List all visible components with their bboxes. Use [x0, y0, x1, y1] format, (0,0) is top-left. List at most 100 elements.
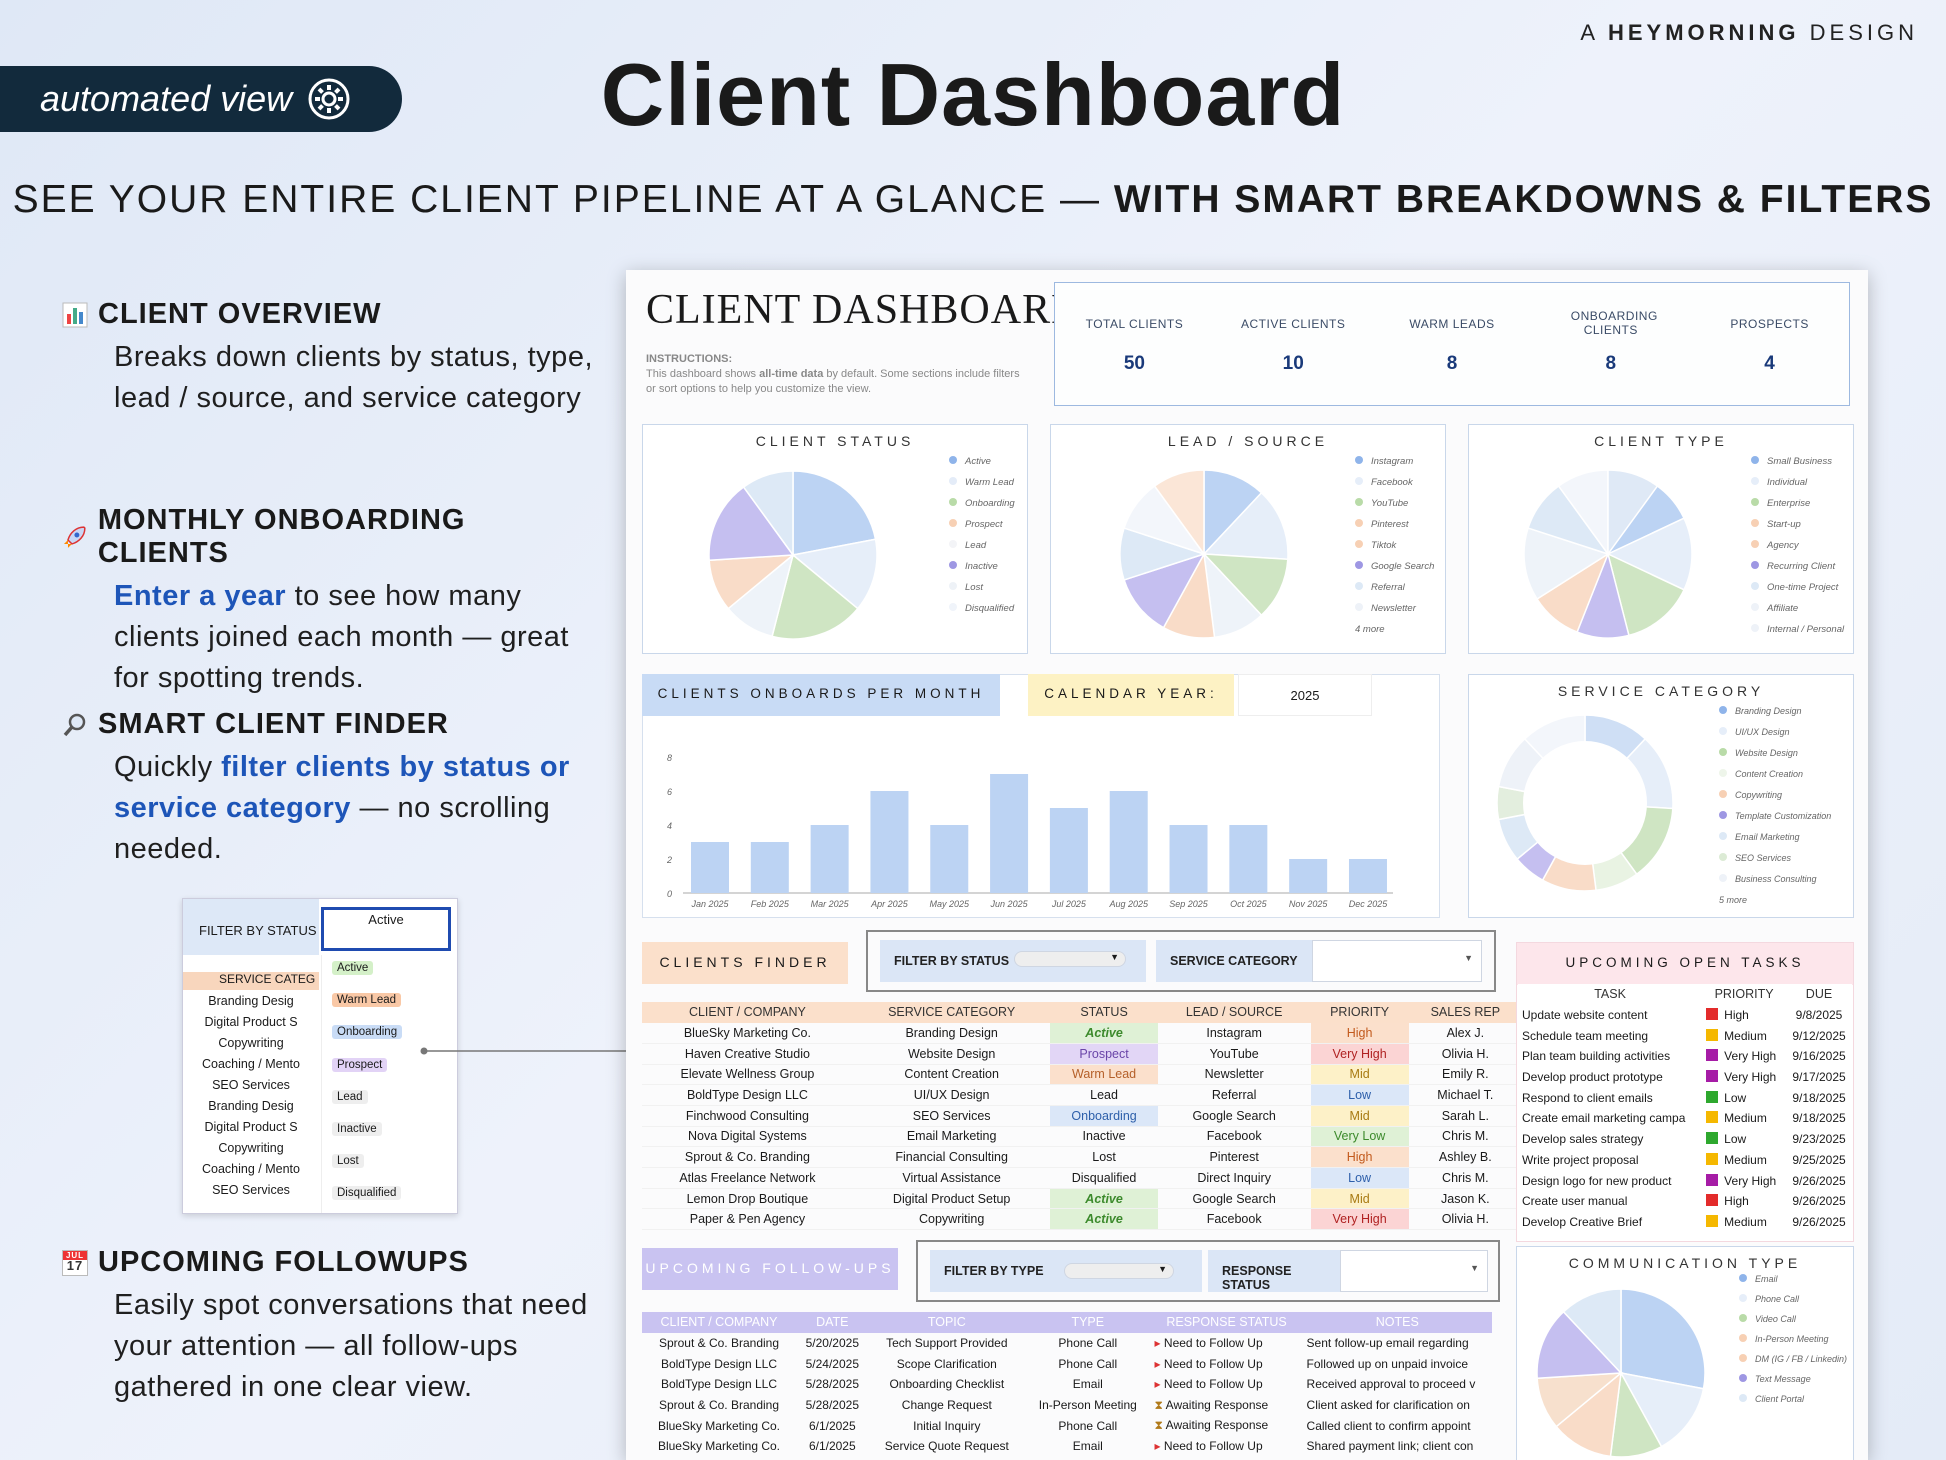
status-option[interactable]: Inactive: [332, 1121, 382, 1136]
table-row[interactable]: Respond to client emails Low 9/18/2025: [1518, 1087, 1852, 1108]
legend-item: YouTube: [1355, 493, 1434, 514]
table-cell: 9/26/2025: [1792, 1194, 1846, 1209]
table-row[interactable]: Update website content High 9/8/2025: [1518, 1005, 1852, 1026]
feature-description: Easily spot conversations that need your…: [114, 1289, 588, 1403]
table-row[interactable]: Nova Digital Systems Email Marketing Inact…: [642, 1126, 1522, 1148]
status-select[interactable]: Active: [321, 907, 451, 951]
table-row[interactable]: Create user manual High 9/26/2025: [1518, 1191, 1852, 1212]
pie-slice: [1523, 527, 1610, 601]
followup-filters-frame: [916, 1240, 1500, 1302]
pie-slice: [1606, 552, 1686, 637]
table-row[interactable]: Create email marketing campa Medium 9/18/2…: [1518, 1108, 1852, 1129]
calendar-year-input[interactable]: 2025: [1238, 674, 1372, 716]
tasks-table: TASK PRIORITY DUE Update website content Hig…: [1518, 984, 1852, 1232]
legend-item: Content Creation: [1719, 764, 1831, 785]
status-filter-dropdown[interactable]: ▼: [1014, 951, 1126, 967]
table-row[interactable]: Sprout & Co. Branding Financial Consultin…: [642, 1146, 1522, 1168]
pie-slice: [771, 553, 859, 640]
table-cell: Active: [1050, 1022, 1158, 1044]
legend-item: SEO Services: [1719, 848, 1831, 869]
column-header: CLIENT / COMPANY: [660, 1315, 778, 1330]
response-filter-dropdown[interactable]: ▼: [1340, 1250, 1488, 1292]
priority-swatch: [1706, 1173, 1719, 1186]
table-row[interactable]: Write project proposal Medium 9/25/2025: [1518, 1150, 1852, 1171]
table-cell: Lead: [1050, 1084, 1158, 1106]
type-filter-dropdown[interactable]: ▼: [1064, 1263, 1174, 1279]
dashboard-title: CLIENT DASHBOARD: [646, 287, 1083, 333]
status-option[interactable]: Active: [332, 961, 374, 975]
pie-slice: [791, 538, 878, 610]
status-option[interactable]: Lead: [332, 1089, 368, 1104]
service-category-label: SERVICE CATEG: [183, 972, 319, 990]
priority-swatch: [1706, 1008, 1719, 1021]
column-header: NOTES: [1375, 1315, 1419, 1330]
table-cell: Active: [1050, 1208, 1158, 1231]
legend-item: Disqualified: [949, 598, 1015, 619]
bar: [1348, 859, 1387, 893]
table-cell: 9/18/2025: [1792, 1090, 1846, 1105]
feature-smart-client-finder: SMART CLIENT FINDER Quickly filter clien…: [62, 708, 602, 870]
client-status-title: CLIENT STATUS: [755, 433, 915, 449]
table-row[interactable]: Elevate Wellness Group Content Creation Wa…: [642, 1064, 1522, 1086]
service-filter-dropdown[interactable]: ▼: [1312, 940, 1482, 982]
legend-item: Prospect: [949, 514, 1015, 535]
tasks-card: UPCOMING OPEN TASKS: [1516, 942, 1854, 1242]
x-tick-label: Aug 2025: [1108, 899, 1149, 909]
calendar-year-label: CALENDAR YEAR:: [1028, 674, 1234, 716]
x-tick-label: May 2025: [930, 899, 971, 909]
table-cell: Alex J.: [1408, 1022, 1522, 1044]
legend-more: 4 more: [1355, 624, 1385, 635]
table-cell: High: [1702, 1191, 1786, 1212]
feature-description: Enter a year to see how many clients joi…: [114, 580, 569, 694]
priority-swatch: [1706, 1049, 1719, 1062]
table-cell: Tech Support Provided: [886, 1336, 1008, 1351]
table-row[interactable]: Haven Creative Studio Website Design Prosp…: [642, 1043, 1522, 1065]
legend-item: Video Call: [1739, 1309, 1847, 1329]
table-row[interactable]: Develop sales strategy Low 9/23/2025: [1518, 1129, 1852, 1150]
status-option[interactable]: Disqualified: [332, 1186, 402, 1201]
x-tick-label: Mar 2025: [811, 899, 850, 909]
table-cell: ▸ Need to Follow Up: [1154, 1439, 1263, 1454]
table-row[interactable]: Plan team building activities Very High 9/…: [1518, 1046, 1852, 1067]
status-option[interactable]: Warm Lead: [332, 993, 402, 1008]
priority-swatch: [1706, 1194, 1719, 1207]
table-row[interactable]: Design logo for new product Very High 9/26…: [1518, 1170, 1852, 1191]
legend-item: Recurring Client: [1751, 556, 1844, 577]
legend-item: Individual: [1751, 472, 1844, 493]
legend-item: Email Marketing: [1719, 827, 1831, 848]
table-row[interactable]: Atlas Freelance Network Virtual Assistanc…: [642, 1167, 1522, 1189]
status-option[interactable]: Onboarding: [332, 1025, 403, 1040]
table-row[interactable]: BoldType Design LLC 5/24/2025 Scope Clarif…: [642, 1353, 1492, 1374]
table-cell: BlueSky Marketing Co.: [657, 1439, 781, 1454]
feature-monthly-onboarding: MONTHLY ONBOARDING CLIENTS Enter a year …: [62, 504, 602, 699]
table-row[interactable]: Paper & Pen Agency Copywriting Active Faceb…: [642, 1208, 1522, 1231]
status-option[interactable]: Lost: [332, 1154, 364, 1169]
service-list-item: Coaching / Mento: [202, 1057, 300, 1071]
table-row[interactable]: Schedule team meeting Medium 9/12/2025: [1518, 1025, 1852, 1046]
table-row[interactable]: BoldType Design LLC UI/UX Design Lead Refer…: [642, 1084, 1522, 1106]
column-header: CLIENT / COMPANY: [688, 1005, 806, 1020]
legend-item: UI/UX Design: [1719, 722, 1831, 743]
kpi-value: 4: [1764, 353, 1775, 374]
table-cell: Jason K.: [1408, 1188, 1522, 1210]
table-row[interactable]: Finchwood Consulting SEO Services Onboardi…: [642, 1105, 1522, 1127]
table-row[interactable]: Develop product prototype Very High 9/17/2…: [1518, 1067, 1852, 1088]
status-dropdown[interactable]: Active Warm Lead Onboarding Prospect Lead Ina…: [321, 955, 451, 1213]
table-row[interactable]: Lemon Drop Boutique Digital Product Setup…: [642, 1188, 1522, 1210]
table-row[interactable]: Sprout & Co. Branding 5/20/2025 Tech Suppo…: [642, 1333, 1492, 1354]
bar: [990, 774, 1029, 893]
table-header-row: TASK PRIORITY DUE: [1518, 984, 1852, 1005]
y-tick-label: 0: [667, 889, 672, 899]
table-row[interactable]: BoldType Design LLC 5/28/2025 Onboarding C…: [642, 1374, 1492, 1395]
service-list-item: Digital Product S: [204, 1015, 298, 1029]
table-cell: BlueSky Marketing Co.: [642, 1022, 853, 1044]
table-row[interactable]: Sprout & Co. Branding 5/28/2025 Change Req…: [642, 1395, 1492, 1416]
priority-swatch: [1706, 1214, 1719, 1227]
table-cell: Inactive: [1050, 1126, 1158, 1148]
table-row[interactable]: Develop Creative Brief Medium 9/26/2025: [1518, 1212, 1852, 1233]
table-row[interactable]: BlueSky Marketing Co. 6/1/2025 Service Quo…: [642, 1436, 1492, 1457]
table-cell: Low: [1310, 1167, 1409, 1189]
table-row[interactable]: BlueSky Marketing Co. 6/1/2025 Initial Inq…: [642, 1415, 1492, 1436]
table-row[interactable]: BlueSky Marketing Co. Branding Design Acti…: [642, 1022, 1522, 1044]
status-option[interactable]: Prospect: [332, 1057, 388, 1072]
